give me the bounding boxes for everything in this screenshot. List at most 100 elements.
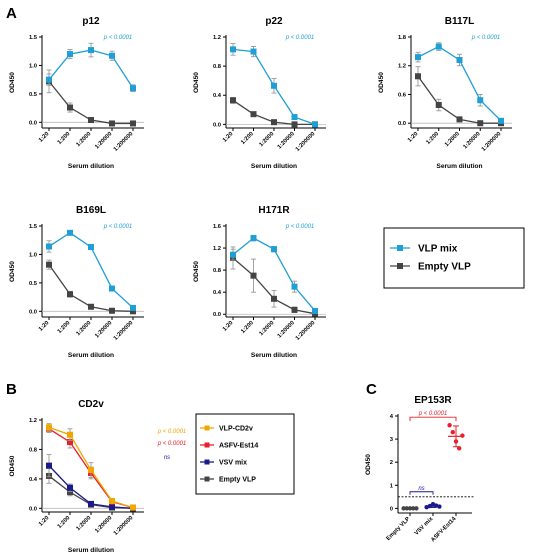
y-tick-label-ep153r: 2 [390,460,393,466]
y-axis-label-h171r: OD450 [193,261,200,282]
x-tick-label-b169l: 1:20 [38,320,50,332]
x-tick-label-cd2v: 1:20 [38,515,50,527]
data-point-b117l [435,102,442,109]
y-tick-label-cd2v: 0.0 [29,506,37,512]
y-tick-label-b169l: 0.5 [29,281,38,287]
data-point-h171r [271,295,277,302]
data-point-p22 [291,121,298,128]
data-point-ep153r [401,506,406,511]
data-point-p22 [230,46,236,53]
data-point-p12 [46,76,52,83]
data-point-p12 [88,117,94,124]
legend-b-marker-2 [204,459,210,465]
y-tick-label-ep153r: 4 [390,414,394,420]
legend-a-label-1: Empty VLP [418,262,471,273]
data-point-p12 [67,104,73,111]
y-tick-label-cd2v: 0.4 [29,477,38,483]
data-point-p12 [109,52,115,59]
series-line-b117l [417,75,501,124]
data-point-b117l [456,56,463,63]
data-point-ep153r [457,446,462,451]
y-tick-label-b117l: 1.8 [398,35,407,41]
data-point-p12 [130,85,136,92]
legend-b-marker-0 [204,425,210,431]
bracket-pvalue-ep153r [409,416,457,422]
x-axis-label-p22: Serum dilution [251,163,297,170]
legend-a-frame [383,227,525,289]
legend-b-label-2: VSV mix [219,460,247,467]
x-tick-label-b117l: 1:200 [425,131,440,146]
data-point-b117l [435,43,442,50]
data-point-cd2v [88,500,94,507]
x-tick-label-b169l: 1:2000 [75,320,92,337]
data-point-ep153r [414,506,419,511]
y-tick-label-b117l: 0.0 [398,121,406,127]
p-value-p22: p < 0.0001 [285,35,315,41]
data-point-h171r [230,251,236,258]
data-point-p22 [271,82,277,89]
chart-title-cd2v: CD2v [78,399,104,410]
data-point-b169l [46,261,52,268]
x-tick-label-ep153r: ASFV-Est14 [430,516,458,544]
y-tick-label-ep153r: 3 [390,437,394,443]
data-point-ep153r [407,506,413,511]
y-tick-label-h171r: 0.4 [213,290,222,296]
p-value-h171r: p < 0.0001 [285,224,315,230]
data-point-ep153r [450,429,455,435]
x-tick-label-b117l: 1:200000 [481,131,503,153]
x-tick-label-ep153r: VSV mix [414,516,435,537]
y-tick-label-b169l: 1.0 [29,252,37,258]
legend-a-marker-1 [397,263,403,269]
x-tick-label-b117l: 1:2000 [444,131,461,148]
y-tick-label-p12: 1.5 [29,35,38,41]
data-point-b169l [130,308,136,315]
y-axis-label-p22: OD450 [193,72,200,93]
x-tick-label-h171r: 1:200000 [295,320,317,342]
y-tick-label-p22: 0.8 [213,64,222,70]
x-tick-label-p12: 1:20 [38,131,50,143]
x-tick-label-p22: 1:2000 [258,131,275,148]
y-tick-label-cd2v: 1.2 [29,418,37,424]
y-axis-label-b169l: OD450 [9,261,16,282]
data-point-b169l [109,285,115,292]
x-tick-label-h171r: 1:200 [240,320,255,335]
data-point-p22 [250,48,257,55]
data-point-b169l [88,303,94,310]
data-point-h171r [271,246,277,253]
data-point-cd2v [88,467,94,474]
panel-letter-b: B [6,381,17,398]
data-point-b117l [477,120,484,127]
y-axis-label-p12: OD450 [9,72,16,93]
data-point-cd2v [67,439,73,446]
data-point-h171r [250,235,257,242]
chart-title-b169l: B169L [76,205,106,216]
p-value-b169l: p < 0.0001 [103,224,133,230]
annotation-cd2v: ns [164,455,170,461]
y-tick-label-ep153r: 1 [390,483,394,489]
data-point-ep153r [427,503,432,509]
x-tick-label-b169l: 1:200000 [113,320,135,342]
x-tick-label-h171r: 1:20000 [277,320,296,339]
legend-a-marker-0 [397,245,403,251]
x-tick-label-h171r: 1:2000 [258,320,275,337]
legend-b-label-0: VLP-CD2v [219,426,253,433]
x-tick-label-ep153r: Empty VLP [386,516,412,542]
bracket-ns-text-ep153r: ns [418,486,424,492]
panel-letter-c: C [366,381,377,398]
y-tick-label-p12: 1.0 [29,63,37,69]
y-tick-label-b117l: 1.2 [398,64,406,70]
legend-b-label-3: Empty VLP [219,477,256,484]
x-tick-label-cd2v: 1:2000 [75,515,92,532]
x-tick-label-cd2v: 1:200000 [113,515,135,537]
annotation-cd2v: p < 0.0001 [157,429,187,435]
chart-title-h171r: H171R [258,205,290,216]
data-point-h171r [291,283,298,290]
x-tick-label-p22: 1:20 [222,131,234,143]
x-tick-label-b169l: 1:20000 [94,320,113,339]
legend-a: VLP mix Empty VLP [383,227,525,289]
data-point-p12 [67,51,73,58]
